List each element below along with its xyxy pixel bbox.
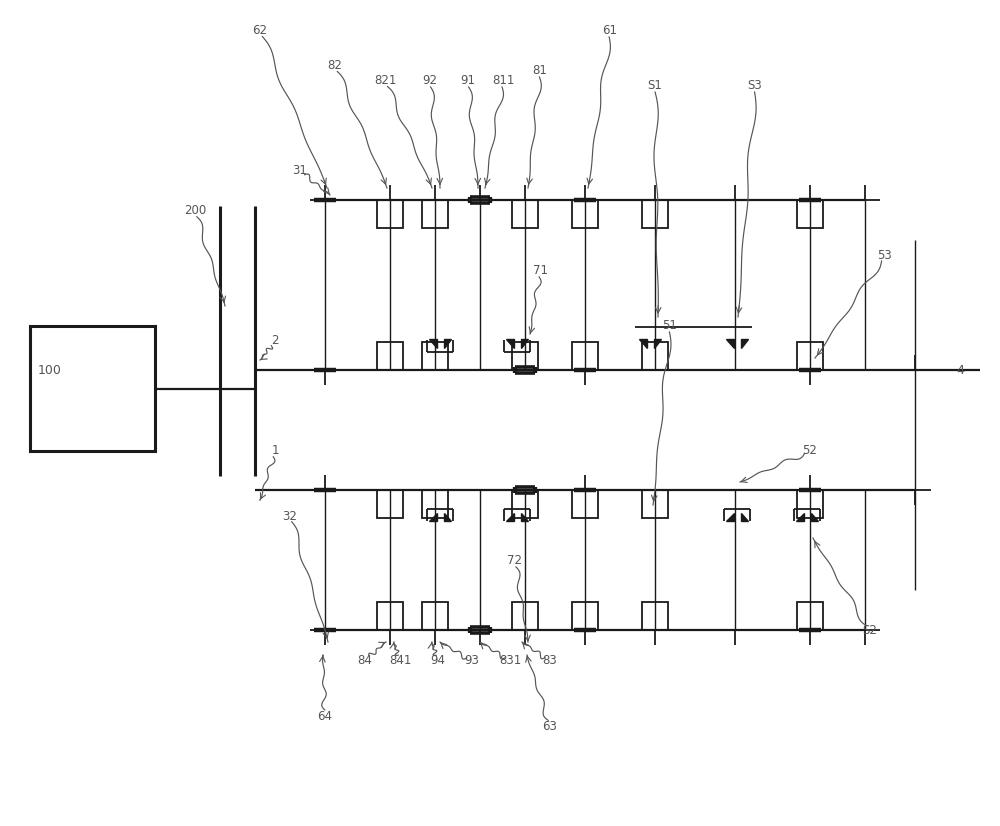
- Polygon shape: [506, 339, 514, 348]
- Text: 94: 94: [430, 654, 446, 667]
- Bar: [642, 342, 668, 370]
- Text: 31: 31: [293, 164, 307, 178]
- Polygon shape: [726, 512, 734, 521]
- Text: 831: 831: [499, 654, 521, 667]
- Polygon shape: [740, 512, 748, 521]
- Bar: [572, 342, 598, 370]
- Bar: [422, 200, 448, 228]
- Polygon shape: [429, 339, 436, 348]
- Polygon shape: [740, 339, 748, 348]
- Text: 81: 81: [533, 64, 547, 78]
- Bar: [377, 200, 403, 228]
- Text: 52: 52: [803, 444, 817, 458]
- Text: S2: S2: [863, 624, 877, 638]
- Polygon shape: [520, 339, 528, 348]
- Polygon shape: [654, 339, 661, 348]
- Text: 2: 2: [271, 335, 279, 348]
- Bar: [797, 602, 823, 630]
- Polygon shape: [429, 512, 436, 521]
- Bar: [797, 342, 823, 370]
- Bar: [642, 602, 668, 630]
- Bar: [422, 602, 448, 630]
- Polygon shape: [726, 339, 734, 348]
- Bar: [377, 602, 403, 630]
- Polygon shape: [796, 512, 804, 521]
- Bar: [377, 342, 403, 370]
- Bar: [797, 490, 823, 518]
- Polygon shape: [520, 512, 528, 521]
- Bar: [572, 602, 598, 630]
- Text: 93: 93: [465, 654, 479, 667]
- Text: S1: S1: [648, 79, 662, 93]
- Polygon shape: [810, 512, 818, 521]
- Bar: [572, 200, 598, 228]
- Bar: [422, 490, 448, 518]
- Text: 200: 200: [184, 205, 206, 217]
- Text: 4: 4: [956, 364, 964, 377]
- Text: 53: 53: [878, 249, 892, 263]
- Text: 92: 92: [422, 74, 438, 88]
- Text: 63: 63: [543, 719, 557, 733]
- Text: 821: 821: [374, 74, 396, 88]
- Polygon shape: [444, 339, 451, 348]
- Bar: [422, 342, 448, 370]
- Text: 811: 811: [492, 74, 514, 88]
- Bar: [512, 342, 538, 370]
- Text: 91: 91: [460, 74, 476, 88]
- Polygon shape: [639, 339, 646, 348]
- Text: 841: 841: [389, 654, 411, 667]
- Text: S3: S3: [748, 79, 762, 93]
- Bar: [512, 602, 538, 630]
- Text: 61: 61: [602, 25, 618, 37]
- Text: 32: 32: [283, 510, 297, 523]
- Text: 71: 71: [532, 264, 548, 278]
- Text: 51: 51: [663, 320, 677, 333]
- Text: 100: 100: [38, 364, 62, 377]
- Polygon shape: [506, 512, 514, 521]
- Bar: [642, 490, 668, 518]
- Bar: [512, 490, 538, 518]
- Text: 1: 1: [271, 444, 279, 458]
- Bar: [512, 200, 538, 228]
- Bar: [30, 326, 155, 451]
- Text: 83: 83: [543, 654, 557, 667]
- Text: 64: 64: [318, 710, 332, 723]
- Polygon shape: [444, 512, 451, 521]
- Text: 72: 72: [508, 554, 522, 567]
- Bar: [377, 490, 403, 518]
- Bar: [797, 200, 823, 228]
- Text: 84: 84: [358, 654, 372, 667]
- Text: 82: 82: [328, 59, 342, 73]
- Bar: [572, 490, 598, 518]
- Text: 62: 62: [252, 25, 268, 37]
- Bar: [642, 200, 668, 228]
